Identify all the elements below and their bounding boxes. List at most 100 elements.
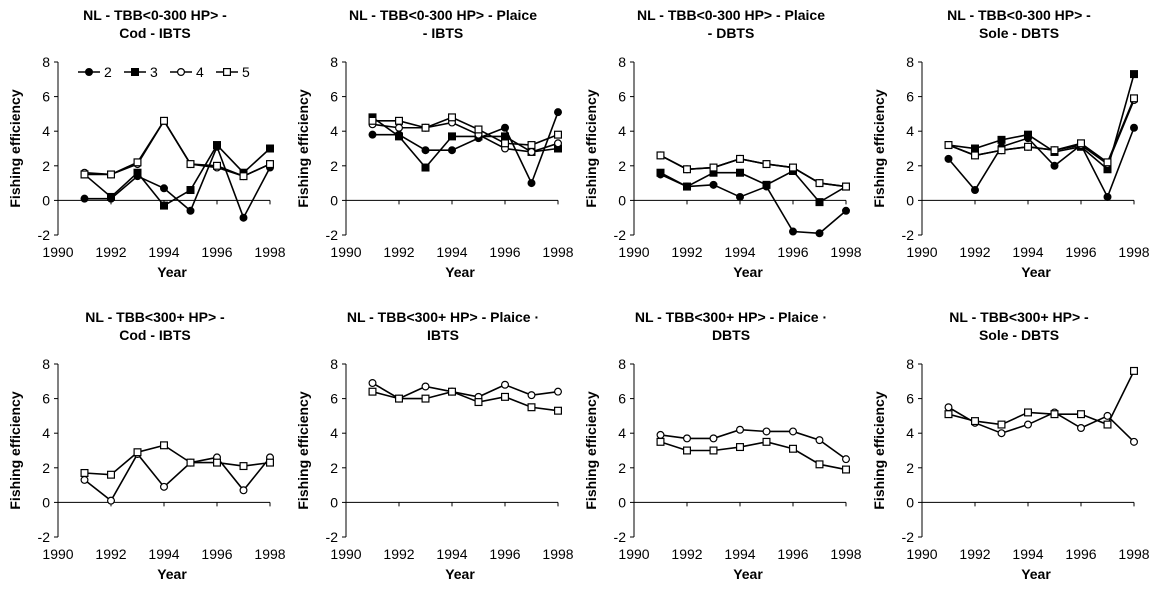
x-tick-label: 1996 [1065,546,1096,562]
x-tick-label: 1992 [959,546,990,562]
y-tick-label: 0 [618,192,626,208]
data-point [527,141,536,150]
series-line [372,116,559,146]
data-point [736,443,745,452]
y-tick-label: 6 [618,89,626,105]
data-point [421,146,430,155]
legend-label: 5 [242,64,250,80]
series-line [84,444,271,476]
y-tick-label: 8 [42,54,50,70]
data-point [527,391,536,400]
data-point [186,160,195,169]
data-point [448,132,457,141]
data-point [160,201,169,210]
y-tick-label: -2 [614,227,627,243]
series-line [372,116,559,169]
x-tick-label: 1994 [436,546,467,562]
legend-label: 3 [150,64,158,80]
data-point [970,144,979,153]
y-tick-label: 6 [42,391,50,407]
data-point [80,475,89,484]
data-point [368,387,377,396]
y-tick-label: 2 [42,158,50,174]
x-tick-label: 1998 [830,244,861,260]
y-tick-label: 6 [42,89,50,105]
data-point [160,441,169,450]
data-point [160,184,169,193]
data-point [133,158,142,167]
series-line [660,154,847,188]
data-point [448,113,457,122]
data-point [186,186,195,195]
data-point [106,470,115,479]
data-point [501,380,510,389]
data-point [762,427,771,436]
data-point [944,403,953,412]
data-point [1024,142,1033,151]
y-tick-label: 8 [906,356,914,372]
data-point [133,168,142,177]
data-point [501,139,510,148]
x-axis-label: Year [157,566,187,582]
series-line [948,406,1135,443]
data-point [213,161,222,170]
x-tick-label: 1998 [254,244,285,260]
data-point [239,172,248,181]
x-tick-label: 1992 [959,244,990,260]
x-tick-label: 1992 [383,244,414,260]
data-point [736,154,745,163]
x-axis-label: Year [1021,566,1051,582]
data-point [656,430,665,439]
chart-panel-sole-dbts-300plus: NL - TBB<300+ HP> - Sole - DBTS -2 0 2 4 6 8 199… [864,302,1151,602]
data-point [106,170,115,179]
data-point [709,180,718,189]
y-tick-label: 2 [906,460,914,476]
data-point [394,123,403,132]
y-tick-label: -2 [902,529,915,545]
data-point [1050,410,1059,419]
y-tick-label: 2 [42,460,50,476]
series-line [84,119,271,178]
x-tick-label: 1992 [671,244,702,260]
y-tick-label: 6 [330,89,338,105]
data-point [944,154,953,163]
series-line [660,169,847,204]
y-tick-label: 8 [906,54,914,70]
x-tick-label: 1990 [42,244,73,260]
data-point [1130,437,1139,446]
y-tick-label: 4 [330,123,338,139]
x-tick-label: 1996 [489,244,520,260]
data-point [709,434,718,443]
y-tick-label: -2 [326,529,339,545]
chart-svg: NL - TBB<0-300 HP> - Plaice - DBTS -2 0 2 4 6 8… [583,7,862,280]
y-tick-label: 2 [618,460,626,476]
chart-svg: NL - TBB<0-300 HP> - Sole - DBTS -2 0 2 4 6 8 19… [871,7,1150,280]
data-point [682,434,691,443]
y-tick-label: 0 [42,192,50,208]
data-point [394,132,403,141]
y-tick-label: -2 [38,529,51,545]
data-point [266,458,275,467]
data-point [736,192,745,201]
data-point [1050,146,1059,155]
legend: 2 3 4 5 [78,64,250,80]
x-tick-label: 1992 [95,546,126,562]
data-point [421,123,430,132]
chart-panel-sole-dbts-0-300: NL - TBB<0-300 HP> - Sole - DBTS -2 0 2 4 6 8 19… [864,0,1151,300]
series-line [948,370,1135,426]
x-axis-label: Year [157,264,187,280]
data-point [1103,158,1112,167]
y-tick-label: 2 [618,158,626,174]
x-tick-label: 1990 [330,546,361,562]
data-point [474,398,483,407]
data-point [1050,161,1059,170]
series-5 [656,437,851,474]
chart-title-line: DBTS [712,327,750,343]
x-tick-label: 1994 [1012,546,1043,562]
legend-label: 2 [104,64,112,80]
data-point [554,139,563,148]
data-point [160,482,169,491]
data-point [997,429,1006,438]
data-point [213,141,222,150]
x-tick-label: 1990 [330,244,361,260]
